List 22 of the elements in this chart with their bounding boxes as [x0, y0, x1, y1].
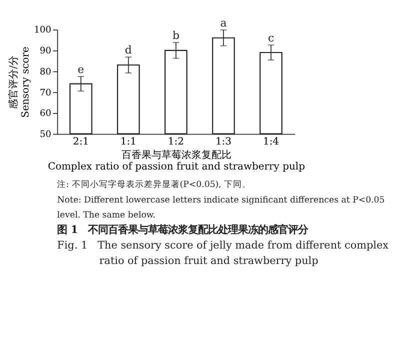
text: Fig. 1 The sensory score of jelly made from different complex ratio of passion fruit and strawberry pulp — [57, 240, 389, 267]
x-tick-label: 2:1 — [72, 136, 89, 148]
annotation: d — [124, 43, 132, 56]
y-tick-label: 100 — [34, 26, 52, 36]
annotation: c — [268, 31, 274, 44]
text: 注: 不同小写字母表示差异显著(P<0.05), 下同。 — [57, 178, 252, 190]
y-tick-label: 90 — [40, 46, 52, 57]
y-tick-label: 80 — [40, 67, 52, 78]
x-tick-label: 1:4 — [262, 136, 280, 148]
x-tick-label: 1:3 — [215, 136, 232, 148]
annotation: b — [172, 28, 180, 42]
y-tick-label: 70 — [40, 88, 52, 98]
text: Note: Different lowercase letters indicate significant differences at P<0.05 level. The same below. — [57, 195, 385, 221]
y-tick-label: 50 — [40, 130, 52, 140]
text: 图 1 不同百香果与草莓浓浆复配比处理果冻的感官评分 — [57, 224, 309, 236]
x-tick-label: 1:2 — [168, 136, 184, 148]
annotation: a — [220, 16, 228, 30]
x-tick-label: 1:1 — [120, 136, 136, 148]
annotation: e — [78, 62, 84, 76]
x-axis-title: 百香果与草莓浓浆复配比 Complex ratio of passion fruit and strawberry pulp — [48, 148, 305, 173]
y-tick-label: 60 — [40, 109, 52, 120]
y-axis-title: 感官评分/分 Sensory score — [8, 46, 32, 118]
